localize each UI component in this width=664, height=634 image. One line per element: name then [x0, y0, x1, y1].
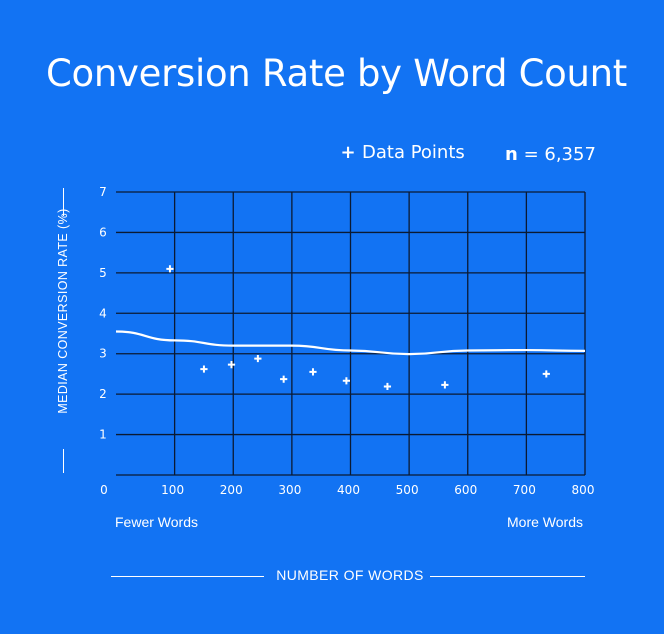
legend-label: Data Points	[362, 142, 465, 163]
data-point	[342, 377, 350, 385]
y-axis-title-rule-bottom	[63, 449, 64, 473]
y-tick-label: 6	[99, 225, 107, 239]
data-point	[441, 381, 449, 389]
y-tick-label: 7	[99, 185, 107, 199]
legend: + Data Points	[340, 142, 465, 163]
data-point	[280, 375, 288, 383]
plus-marker-icon: +	[340, 142, 356, 163]
x-tick-label: 500	[396, 483, 419, 497]
x-max-note: More Words	[507, 514, 583, 530]
x-tick-label: 700	[513, 483, 536, 497]
x-min-note: Fewer Words	[115, 514, 198, 530]
data-point	[254, 354, 262, 363]
x-axis-title-rule-right	[430, 576, 585, 577]
y-tick-label: 4	[99, 306, 107, 320]
y-axis-title-rule-top	[63, 188, 64, 216]
y-tick-label: 1	[99, 428, 107, 442]
x-tick-label: 400	[337, 483, 360, 497]
data-point	[227, 361, 236, 369]
y-tick-label: 3	[99, 347, 107, 361]
x-tick-label: 100	[161, 483, 184, 497]
sample-size-value: = 6,357	[523, 144, 596, 165]
data-point	[309, 368, 317, 376]
data-point	[542, 370, 550, 378]
data-point	[166, 265, 174, 273]
data-point	[200, 365, 208, 373]
x-axis-title: NUMBER OF WORDS	[276, 567, 424, 583]
sample-size: n = 6,357	[505, 144, 596, 165]
x-tick-label: 600	[454, 483, 477, 497]
chart-title: Conversion Rate by Word Count	[46, 52, 627, 95]
sample-size-symbol: n	[505, 144, 518, 165]
data-point	[383, 382, 392, 391]
x-axis-title-rule-left	[111, 576, 264, 577]
x-tick-label: 200	[220, 483, 243, 497]
x-tick-label: 300	[278, 483, 301, 497]
trend-line	[115, 330, 586, 356]
y-tick-label: 5	[99, 266, 107, 280]
x-tick-label: 800	[572, 483, 595, 497]
y-tick-label: 2	[99, 387, 107, 401]
x-tick-label: 0	[100, 483, 108, 497]
